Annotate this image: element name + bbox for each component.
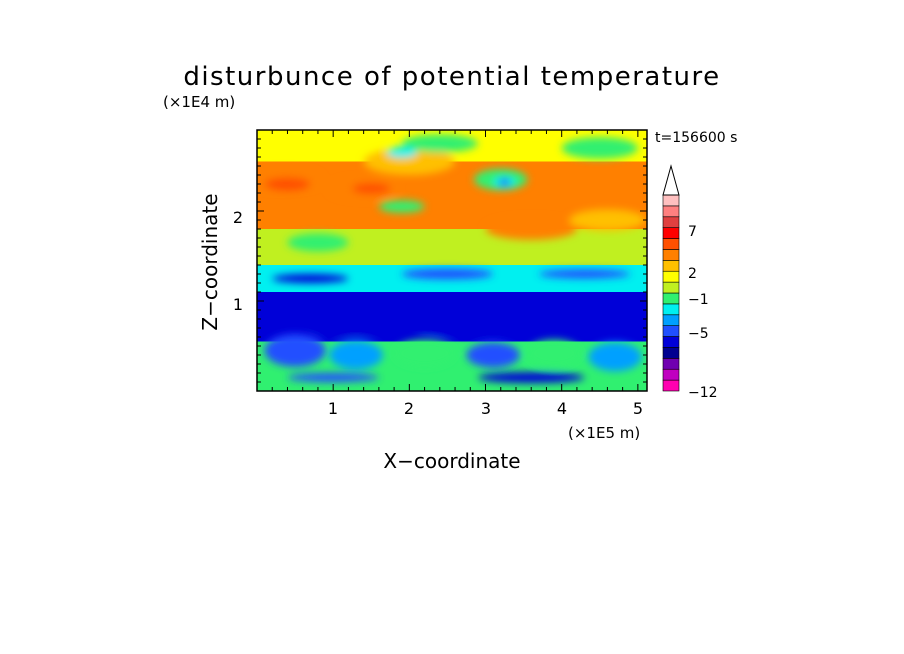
time-label: t=156600 s <box>655 130 737 146</box>
x-tick-label: 3 <box>481 399 491 418</box>
contour-blob <box>378 200 425 213</box>
chart-title: disturbunce of potential temperature <box>183 62 720 92</box>
contour-blob <box>527 339 581 367</box>
contour-blob <box>264 334 326 367</box>
axis-ticks <box>257 130 647 391</box>
contour-blob <box>287 233 349 252</box>
contour-blob <box>386 147 417 158</box>
x-tick-label: 4 <box>557 399 567 418</box>
contour-blob <box>329 340 383 370</box>
x-tick-label: 1 <box>328 399 338 418</box>
y-unit-label: (×1E4 m) <box>163 93 235 111</box>
contour-blob <box>264 177 311 191</box>
colorbar-cell <box>662 347 680 359</box>
contour-blob <box>466 342 520 368</box>
contour-blob <box>352 183 391 194</box>
y-tick-label: 1 <box>233 295 243 314</box>
contour-blob <box>485 218 577 240</box>
colorbar-cell <box>662 227 680 239</box>
x-tick-label: 2 <box>404 399 414 418</box>
contour-blob <box>561 137 638 159</box>
colorbar-cell <box>662 336 680 348</box>
colorbar-cell <box>662 325 680 337</box>
contour-blob <box>588 342 642 372</box>
colorbar-cell <box>662 216 680 228</box>
contour-blob <box>499 178 510 186</box>
colorbar-cell <box>662 314 680 326</box>
contour-blob <box>272 274 349 283</box>
colorbar-cell <box>662 281 680 294</box>
colorbar-label: 7 <box>688 224 697 240</box>
contour-blob <box>401 134 478 153</box>
colorbar-cell <box>662 292 680 305</box>
contour-blob <box>477 372 585 383</box>
colorbar-cell <box>662 368 680 381</box>
contour-blob <box>401 268 494 280</box>
contour-blob <box>287 373 379 382</box>
plot-frame <box>256 129 648 392</box>
contour-blob <box>394 339 456 367</box>
contour-blob <box>569 209 646 231</box>
y-axis-label: Z−coordinate <box>198 193 222 330</box>
colorbar <box>662 194 680 392</box>
contour-blob <box>363 148 456 175</box>
colorbar-label: −1 <box>688 292 709 308</box>
colorbar-cell <box>662 249 680 261</box>
colorbar-label: −12 <box>688 385 718 401</box>
x-unit-label: (×1E5 m) <box>568 424 640 442</box>
colorbar-cell <box>662 303 680 316</box>
colorbar-label: −5 <box>688 326 709 342</box>
contour-blob <box>310 320 387 336</box>
colorbar-cell <box>662 358 680 370</box>
y-tick-label: 2 <box>233 208 243 227</box>
colorbar-cell <box>662 270 680 283</box>
colorbar-cell <box>662 260 680 272</box>
x-tick-label: 5 <box>633 399 643 418</box>
colorbar-label: 2 <box>688 266 697 282</box>
x-axis-label: X−coordinate <box>383 449 520 473</box>
contour-field <box>257 130 647 391</box>
contour-blob <box>538 269 631 279</box>
contour-blob <box>416 320 509 336</box>
colorbar-cell <box>662 379 680 392</box>
colorbar-extend-arrow <box>662 164 680 196</box>
colorbar-cell <box>662 238 680 250</box>
colorbar-cell <box>662 205 680 218</box>
colorbar-cell <box>662 194 680 207</box>
